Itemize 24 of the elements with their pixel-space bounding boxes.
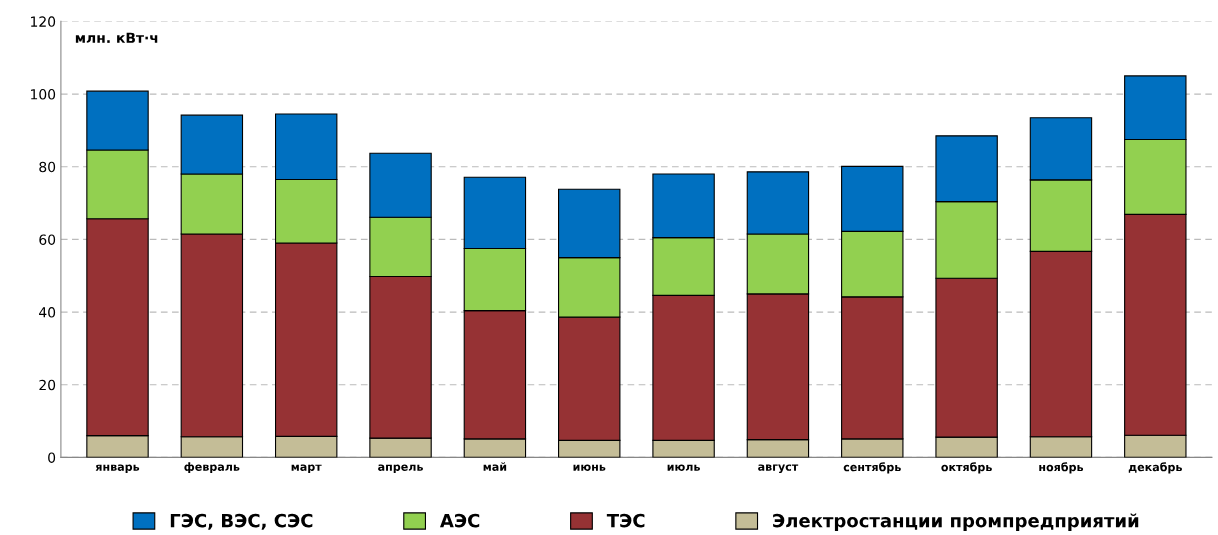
legend-label: АЭС: [439, 513, 480, 528]
y-tick-label: 120: [31, 16, 56, 27]
y-tick-label: 100: [31, 89, 56, 100]
x-tick-label: январь: [95, 464, 140, 474]
x-tick-label: август: [758, 464, 799, 474]
x-tick-label: февраль: [184, 462, 240, 474]
x-tick-label: март: [291, 464, 322, 474]
y-tick-label: 40: [39, 307, 56, 318]
x-tick-label: июнь: [573, 464, 606, 471]
legend-label: ГЭС, ВЭС, СЭС: [170, 513, 313, 530]
y-axis-title: млн. кВт·ч: [75, 32, 158, 43]
legend-label: ТЭС: [606, 513, 645, 528]
y-tick-label: 60: [39, 234, 56, 245]
x-tick-label: апрель: [378, 464, 423, 474]
y-tick-label: 20: [39, 379, 56, 391]
x-tick-label: июль: [667, 464, 700, 471]
x-tick-label: май: [483, 462, 507, 471]
x-tick-label: декабрь: [1128, 462, 1182, 474]
y-tick-label: 0: [48, 452, 56, 463]
legend-label: Электростанции промпредприятий: [773, 513, 1139, 531]
x-tick-label: сентябрь: [843, 462, 901, 474]
y-tick-label: 80: [39, 161, 56, 173]
x-tick-label: октябрь: [941, 462, 992, 474]
x-tick-label: ноябрь: [1039, 462, 1084, 474]
